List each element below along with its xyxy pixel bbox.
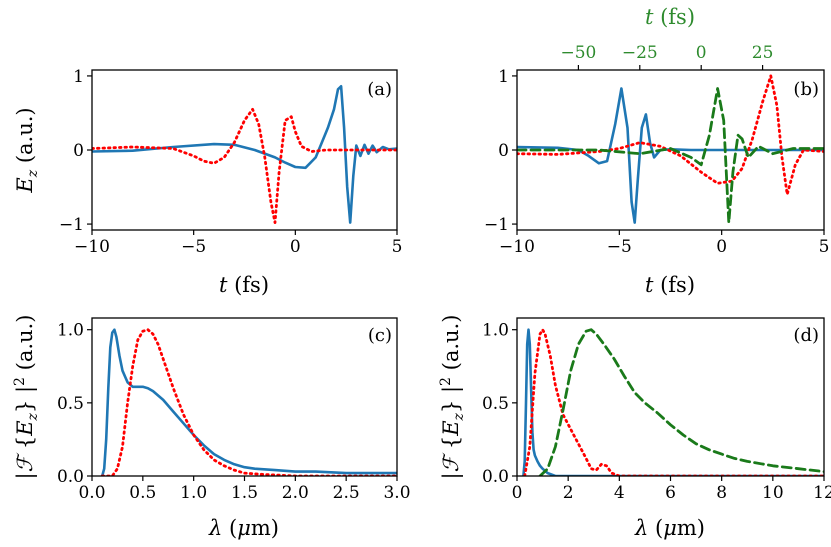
panel-d-xtick-label: 4 <box>614 483 625 503</box>
panel-d-xtick-label: 6 <box>665 483 676 503</box>
panel-a-series-red-dotted <box>92 107 397 225</box>
panel-a-xtick-label: 5 <box>392 237 403 257</box>
panel-a-label: (a) <box>367 79 392 100</box>
panel-d-xtick-label: 2 <box>563 483 574 503</box>
panel-d-series-red-dotted <box>523 328 824 476</box>
panel-b-xtick-label: −10 <box>499 237 535 257</box>
panel-d-frame <box>516 317 825 477</box>
panel-c-xlabel: λ (μm) <box>208 516 279 540</box>
panel-a-xtick-label: −5 <box>181 237 206 257</box>
panel-d-series <box>522 328 824 476</box>
panel-c-xtick-label: 0.0 <box>78 483 105 503</box>
panel-a-ylabel: Ez (a.u.) <box>13 107 41 193</box>
panel-d-ticks: 0 2 4 6 8 10 12 0.0 0.5 1.0 <box>482 321 831 503</box>
panel-a-ytick-label: 1 <box>73 67 84 87</box>
panel-c-ticks: 0.0 0.5 1.0 1.5 2.0 2.5 3.0 0.0 0.5 1.0 <box>57 321 411 503</box>
panel-a: −10 −5 0 5−101 (a) t (fs) Ez (a.u.) <box>13 67 402 297</box>
panel-d-xtick-label: 10 <box>762 483 784 503</box>
panel-b-xtick-label: −5 <box>607 237 632 257</box>
panel-c-label: (c) <box>368 325 392 346</box>
panel-b-top-xtick-label: −50 <box>560 43 596 63</box>
panel-d-series-green-dashed <box>538 328 824 476</box>
panel-b-series-green-dashed <box>517 87 824 225</box>
panel-b-xtick-label: 5 <box>819 237 830 257</box>
panel-c-series-red-dotted <box>100 328 397 476</box>
panel-a-xtick-label: 0 <box>290 237 301 257</box>
panel-d-label: (d) <box>793 325 819 346</box>
panel-b-ytick-label: −1 <box>484 215 509 235</box>
panel-a-ytick-label: 0 <box>73 141 84 161</box>
panel-c-xtick-label: 2.0 <box>282 483 309 503</box>
panel-d-xtick-label: 12 <box>813 483 831 503</box>
panel-d-ytick-label: 0.0 <box>482 467 509 487</box>
panel-b-ytick-label: 1 <box>498 67 509 87</box>
panel-c-xtick-label: 0.5 <box>129 483 156 503</box>
panel-c-xtick-label: 1.5 <box>231 483 258 503</box>
panel-b-top-ticks: −50 −25 0 25 <box>560 43 773 70</box>
panel-a-ytick-label: −1 <box>59 215 84 235</box>
panel-c-ytick-label: 0.0 <box>57 467 84 487</box>
panel-c-series <box>100 328 397 476</box>
panel-d-ytick-label: 0.5 <box>482 394 509 414</box>
panel-a-xtick-label: −10 <box>74 237 110 257</box>
panel-b-series-blue-solid <box>517 87 824 224</box>
panel-b-series-red-dotted <box>517 74 824 196</box>
panel-b-series <box>517 74 824 225</box>
panel-c-ytick-label: 0.5 <box>57 394 84 414</box>
panel-c-xtick-label: 1.0 <box>180 483 207 503</box>
panel-a-xlabel: t (fs) <box>219 273 269 297</box>
panel-c-ytick-label: 1.0 <box>57 321 84 341</box>
panel-c-xtick-label: 3.0 <box>383 483 410 503</box>
panel-c-series-blue-solid <box>100 328 397 476</box>
panel-d-ytick-label: 1.0 <box>482 321 509 341</box>
panel-c-xtick-label: 2.5 <box>333 483 360 503</box>
panel-b: −10 −5 0 5−101 −50 −25 0 25 (b) t (fs) t (fs) <box>484 5 829 297</box>
panel-b-top-xlabel: t (fs) <box>645 5 695 29</box>
panel-a-ticks: −10 −5 0 5−101 <box>59 67 402 257</box>
panel-b-top-xtick-label: 25 <box>752 43 774 63</box>
panel-b-ticks: −10 −5 0 5−101 <box>484 67 829 257</box>
panel-d-ylabel: |ℱ {Ez} |2 (a.u.) <box>438 315 467 480</box>
panel-b-top-xtick-label: 0 <box>696 43 707 63</box>
panel-a-series <box>92 85 397 225</box>
panel-d: 0 2 4 6 8 10 12 0.0 0.5 1.0 (d) λ (μm) |ℱ {Ez} |2… <box>438 315 831 540</box>
panel-b-top-xtick-label: −25 <box>622 43 658 63</box>
panel-b-ytick-label: 0 <box>498 141 509 161</box>
panel-b-xtick-label: 0 <box>716 237 727 257</box>
panel-c: 0.0 0.5 1.0 1.5 2.0 2.5 3.0 0.0 0.5 1.0 (c) λ (μm… <box>12 315 411 540</box>
panel-c-ylabel: |ℱ {Ez} |2 (a.u.) <box>12 315 41 480</box>
panel-b-xlabel: t (fs) <box>645 273 695 297</box>
panel-d-series-blue-solid <box>522 328 824 476</box>
panel-d-xtick-label: 0 <box>512 483 523 503</box>
panel-a-series-blue-solid <box>92 85 397 224</box>
panel-d-xlabel: λ (μm) <box>634 516 705 540</box>
panel-b-label: (b) <box>793 79 819 100</box>
panel-d-xtick-label: 8 <box>716 483 727 503</box>
